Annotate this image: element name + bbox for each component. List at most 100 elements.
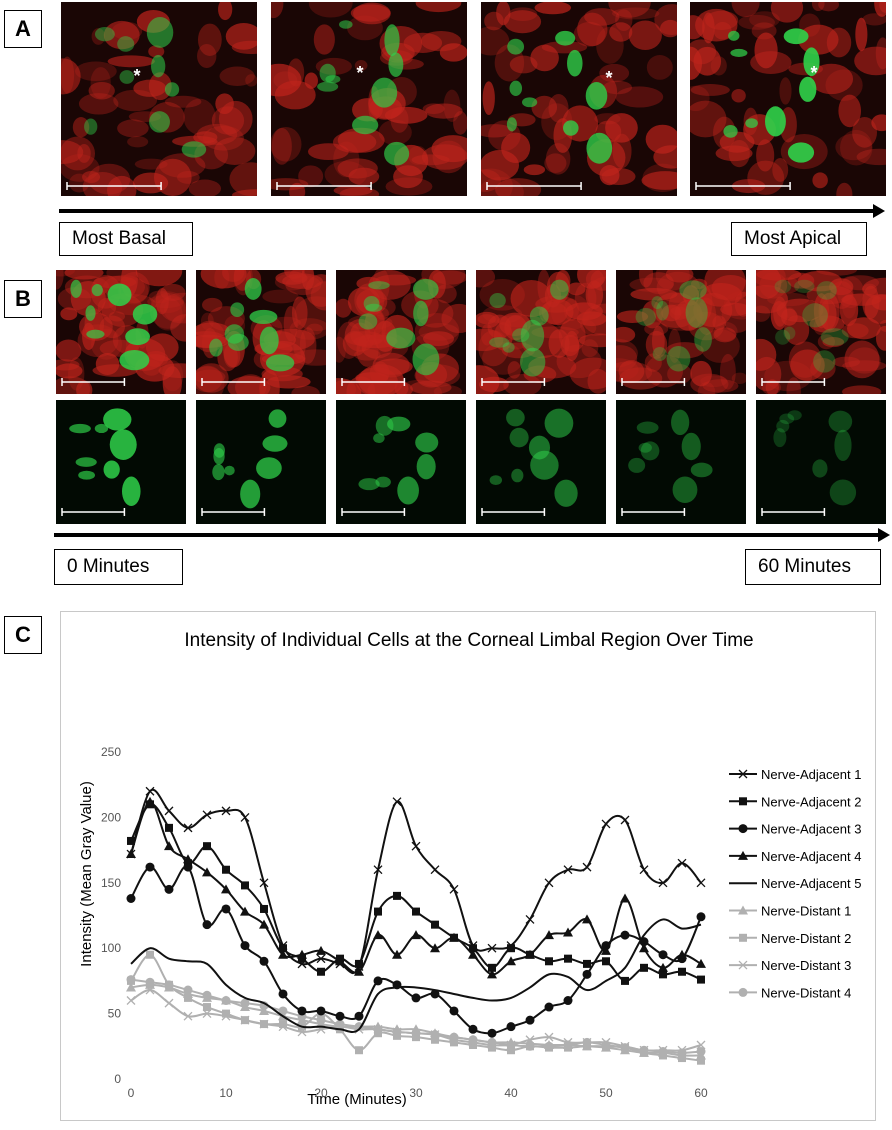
panel-a-image-4: *	[690, 2, 886, 196]
data-point	[449, 884, 459, 894]
data-point	[544, 930, 554, 940]
micrograph	[476, 270, 606, 394]
data-point	[278, 989, 288, 999]
data-point	[582, 914, 592, 924]
y-tick-label: 200	[101, 810, 121, 824]
x-axis-title: Time (Minutes)	[307, 1091, 406, 1108]
data-point	[203, 842, 211, 851]
micrograph	[56, 270, 186, 394]
series-line	[130, 865, 702, 1035]
data-point	[335, 1019, 345, 1029]
data-point	[316, 954, 326, 964]
data-point	[696, 958, 706, 968]
scale-bar	[61, 508, 126, 516]
data-point	[373, 976, 383, 986]
legend-marker	[738, 905, 748, 915]
data-point	[601, 819, 611, 829]
data-point	[487, 969, 497, 979]
data-point	[544, 1041, 554, 1051]
panel-b-green-image	[476, 400, 606, 524]
y-tick-label: 0	[114, 1072, 121, 1086]
data-point	[601, 1040, 611, 1050]
legend-marker	[738, 824, 748, 834]
legend: Nerve-Adjacent 1 Nerve-Adjacent 2 Nerve-Ad…	[729, 767, 861, 1000]
series-nerve-adjacent-5	[130, 918, 702, 1033]
data-point	[278, 949, 288, 959]
x-tick-label: 0	[128, 1086, 135, 1100]
series-line	[130, 978, 702, 1054]
data-point	[640, 963, 648, 972]
data-point	[126, 849, 136, 859]
data-point	[317, 967, 325, 976]
panel-b-green-image	[756, 400, 886, 524]
marker-asterisk: *	[810, 63, 817, 83]
data-point	[145, 786, 155, 796]
chart-title: Intensity of Individual Cells at the Cor…	[184, 630, 753, 651]
data-point	[506, 1040, 516, 1050]
data-point	[468, 1024, 478, 1034]
data-point	[506, 956, 516, 966]
data-point	[449, 932, 459, 942]
data-point	[392, 1027, 402, 1037]
legend-entry: Nerve-Distant 4	[729, 985, 851, 1000]
scale-bar	[761, 508, 826, 516]
series-line	[130, 803, 702, 982]
data-point	[506, 1022, 516, 1032]
scale-bar	[61, 378, 126, 386]
data-point	[221, 904, 231, 914]
data-point	[525, 914, 535, 924]
panel-b-green-image	[616, 400, 746, 524]
x-tick-label: 10	[219, 1086, 233, 1100]
data-point	[279, 1020, 287, 1029]
data-point	[620, 930, 630, 940]
data-point	[240, 941, 250, 951]
data-point	[563, 996, 573, 1006]
data-point	[658, 962, 668, 972]
data-point	[601, 945, 611, 955]
data-point	[203, 1003, 211, 1012]
data-point	[393, 891, 401, 900]
panel-b-right-caption: 60 Minutes	[745, 549, 881, 585]
legend-entry: Nerve-Distant 1	[729, 904, 851, 919]
data-point	[202, 1009, 212, 1019]
data-point	[507, 1046, 515, 1055]
scale-bar	[621, 508, 686, 516]
scale-bar	[621, 378, 686, 386]
series-line	[130, 800, 702, 976]
data-point	[563, 1040, 573, 1050]
legend-label: Nerve-Distant 4	[761, 985, 851, 1000]
legend-entry: Nerve-Adjacent 3	[729, 822, 861, 837]
data-point	[392, 949, 402, 959]
data-point	[697, 975, 705, 984]
micrograph	[756, 270, 886, 394]
data-point	[487, 943, 497, 953]
legend-entry: Nerve-Adjacent 1	[729, 767, 861, 782]
data-point	[469, 1040, 477, 1049]
data-point	[316, 1006, 326, 1016]
data-point	[696, 1040, 706, 1050]
legend-marker	[738, 960, 748, 970]
data-point	[564, 954, 572, 963]
data-point	[202, 920, 212, 930]
data-point	[202, 990, 212, 1000]
data-point	[202, 867, 212, 877]
data-point	[411, 841, 421, 851]
data-point	[146, 950, 154, 959]
data-point	[525, 1035, 535, 1045]
panel-b-label: B	[4, 280, 42, 318]
data-point	[221, 884, 231, 894]
x-tick-label: 60	[694, 1086, 708, 1100]
data-point	[430, 865, 440, 875]
data-point	[259, 1019, 269, 1029]
data-point	[240, 998, 250, 1008]
micrograph	[616, 400, 746, 524]
data-point	[582, 1037, 592, 1047]
scale-bar	[695, 182, 791, 190]
y-tick-label: 100	[101, 941, 121, 955]
data-point	[621, 976, 629, 985]
data-point	[259, 1005, 269, 1015]
data-point	[545, 957, 553, 966]
micrograph: *	[690, 2, 886, 196]
data-point	[335, 956, 345, 966]
data-point	[164, 884, 174, 894]
